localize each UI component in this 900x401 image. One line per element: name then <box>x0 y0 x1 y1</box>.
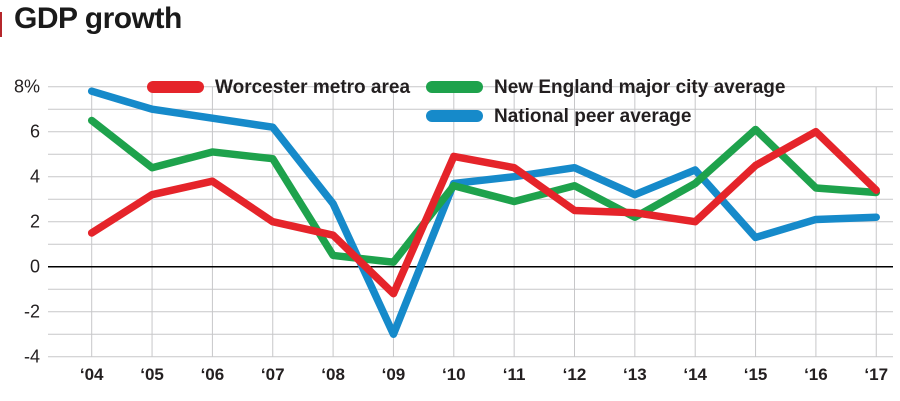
x-axis-tick-label: ‘17 <box>864 365 888 384</box>
x-axis-tick-label: ‘09 <box>382 365 406 384</box>
x-axis-tick-label: ‘10 <box>442 365 466 384</box>
y-axis-tick-label: 4 <box>30 167 40 187</box>
series-line-2 <box>87 87 880 338</box>
legend-swatch-national-icon <box>426 110 483 122</box>
x-axis-tick-label: ‘07 <box>261 365 285 384</box>
x-axis-tick-label: ‘15 <box>744 365 768 384</box>
x-axis-tick-label: ‘11 <box>503 365 526 384</box>
x-axis-tick-label: ‘13 <box>623 365 647 384</box>
y-axis-tick-label: -2 <box>24 302 40 322</box>
y-axis-tick-label: 2 <box>30 212 40 232</box>
x-axis-tick-label: ‘06 <box>201 365 225 384</box>
legend-swatch-worcester-icon <box>147 81 204 93</box>
legend-item-worcester: Worcester metro area <box>147 75 410 99</box>
legend-label-new-england: New England major city average <box>494 76 786 98</box>
x-axis-tick-label: ‘14 <box>683 365 707 384</box>
x-axis-tick-label: ‘08 <box>321 365 345 384</box>
y-axis-tick-label: -4 <box>24 347 40 367</box>
x-axis-tick-label: ‘04 <box>80 365 104 384</box>
y-axis-tick-label: 8% <box>14 77 40 97</box>
y-axis-tick-label: 0 <box>30 257 40 277</box>
series-line-0 <box>87 127 880 298</box>
x-axis-tick-label: ‘05 <box>140 365 164 384</box>
y-axis-tick-label: 6 <box>30 122 40 142</box>
legend-swatch-new-england-icon <box>426 81 483 93</box>
x-axis-tick-label: ‘16 <box>804 365 828 384</box>
legend-item-national: National peer average <box>426 104 691 128</box>
left-edge-accent-bar <box>0 12 2 37</box>
x-axis-tick-label: ‘12 <box>563 365 587 384</box>
chart-title: GDP growth <box>14 2 182 35</box>
series-line-1 <box>87 116 880 266</box>
legend-label-worcester: Worcester metro area <box>215 76 411 98</box>
legend-item-new-england: New England major city average <box>426 75 785 99</box>
legend-label-national: National peer average <box>494 105 692 127</box>
